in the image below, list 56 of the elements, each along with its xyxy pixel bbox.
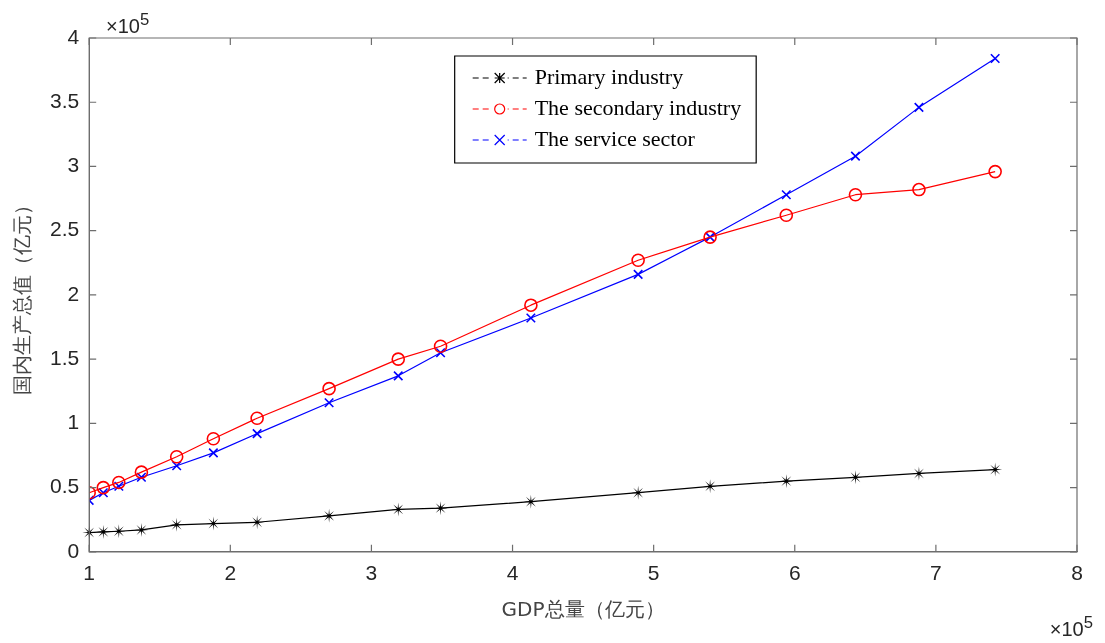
x-tick-label: 1 (83, 561, 96, 585)
point (208, 447, 219, 458)
point (169, 449, 184, 464)
x-tick-label: 8 (1071, 561, 1083, 585)
x-tick-label: 7 (930, 561, 942, 585)
point (322, 381, 336, 396)
text: ×10$^{5}$ (106, 10, 150, 38)
y-axis-title: 国内生产总值（亿元） (10, 194, 35, 395)
x-tick-label: 4 (506, 561, 519, 585)
y-tick-label: 4 (67, 24, 80, 48)
y-tick-label: 2.5 (49, 217, 80, 241)
point (391, 352, 406, 366)
point (113, 481, 124, 492)
x-tick-label: 2 (224, 561, 237, 585)
point (848, 470, 863, 485)
point (435, 347, 446, 358)
legend-label: Primary industry (534, 63, 684, 89)
legend-label: The secondary industry (534, 94, 742, 120)
point (250, 411, 264, 426)
legend-label: The service sector (534, 125, 696, 151)
point (912, 182, 926, 197)
point (136, 472, 147, 483)
point (391, 502, 406, 517)
point (252, 428, 263, 439)
point (631, 253, 645, 268)
point (98, 487, 109, 498)
point (112, 475, 126, 490)
y-tick-label: 1 (67, 410, 80, 434)
y-tick-label: 1.5 (49, 345, 80, 369)
y-tick-label: 3.5 (49, 89, 80, 113)
point (988, 164, 1002, 179)
point (171, 460, 182, 471)
y-tick-label: 0.5 (49, 474, 80, 498)
x-axis-title: GDP总量（亿元） (501, 597, 665, 622)
point (779, 208, 794, 223)
point (525, 312, 536, 324)
x-tick-label: 6 (788, 561, 801, 585)
point (96, 480, 111, 495)
point (524, 298, 538, 312)
point (324, 397, 335, 408)
point (134, 465, 149, 479)
x-tick-label: 3 (365, 561, 378, 585)
y-tick-label: 2 (67, 281, 80, 305)
point (848, 187, 863, 202)
x-tick-label: 5 (647, 561, 660, 585)
point (913, 102, 924, 113)
point (990, 53, 1001, 64)
point (633, 269, 644, 280)
point (781, 189, 792, 200)
point (393, 370, 404, 381)
text: ×10$^{5}$ (1049, 613, 1093, 641)
point (433, 339, 448, 354)
y-tick-label: 3 (67, 153, 80, 177)
y-tick-label: 0 (67, 538, 80, 562)
point (850, 151, 861, 162)
point (206, 431, 221, 446)
